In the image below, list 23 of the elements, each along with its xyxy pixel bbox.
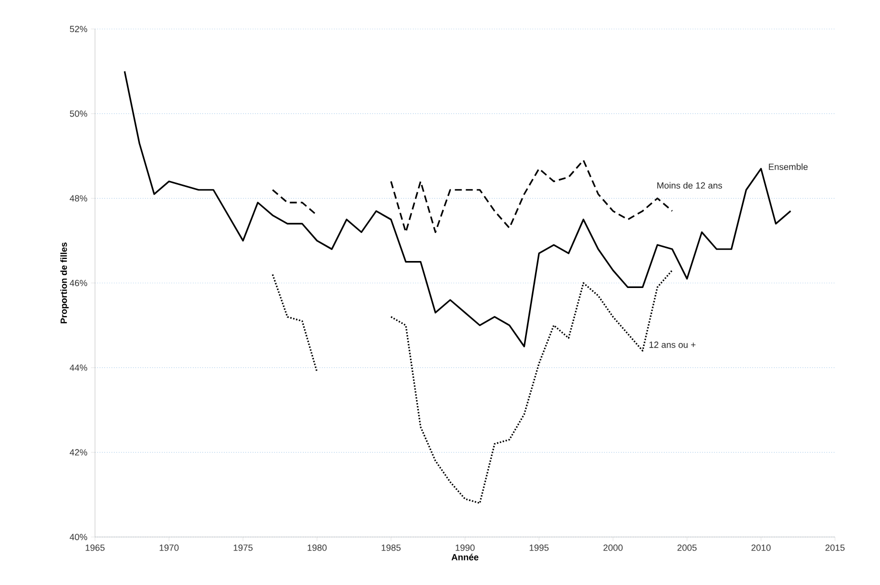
x-tick-label: 2015: [825, 544, 845, 551]
x-tick-label: 2010: [751, 544, 771, 551]
x-tick-label: 1990: [456, 544, 475, 551]
series-label: 12 ans ou +: [649, 342, 696, 348]
series-label: Ensemble: [768, 163, 808, 170]
y-tick-label: 44%: [70, 364, 88, 371]
y-tick-label: 50%: [70, 110, 88, 117]
y-axis-title: Proportion de filles: [60, 242, 69, 324]
x-tick-label: 1970: [160, 544, 179, 551]
y-tick-label: 48%: [70, 195, 88, 202]
x-tick-label: 1975: [234, 544, 253, 551]
series-label: Moins de 12 ans: [657, 182, 722, 189]
x-tick-label: 2000: [603, 544, 623, 551]
y-tick-label: 42%: [70, 449, 88, 456]
x-tick-label: 1980: [308, 544, 327, 551]
y-tick-label: 46%: [70, 280, 88, 286]
y-tick-label: 40%: [70, 534, 88, 540]
x-tick-label: 1995: [530, 544, 549, 551]
y-tick-label: 52%: [70, 26, 88, 32]
x-tick-label: 2005: [677, 544, 697, 551]
x-tick-label: 1985: [382, 544, 401, 551]
x-axis-title: Année: [452, 554, 478, 560]
x-tick-label: 1965: [86, 544, 105, 551]
